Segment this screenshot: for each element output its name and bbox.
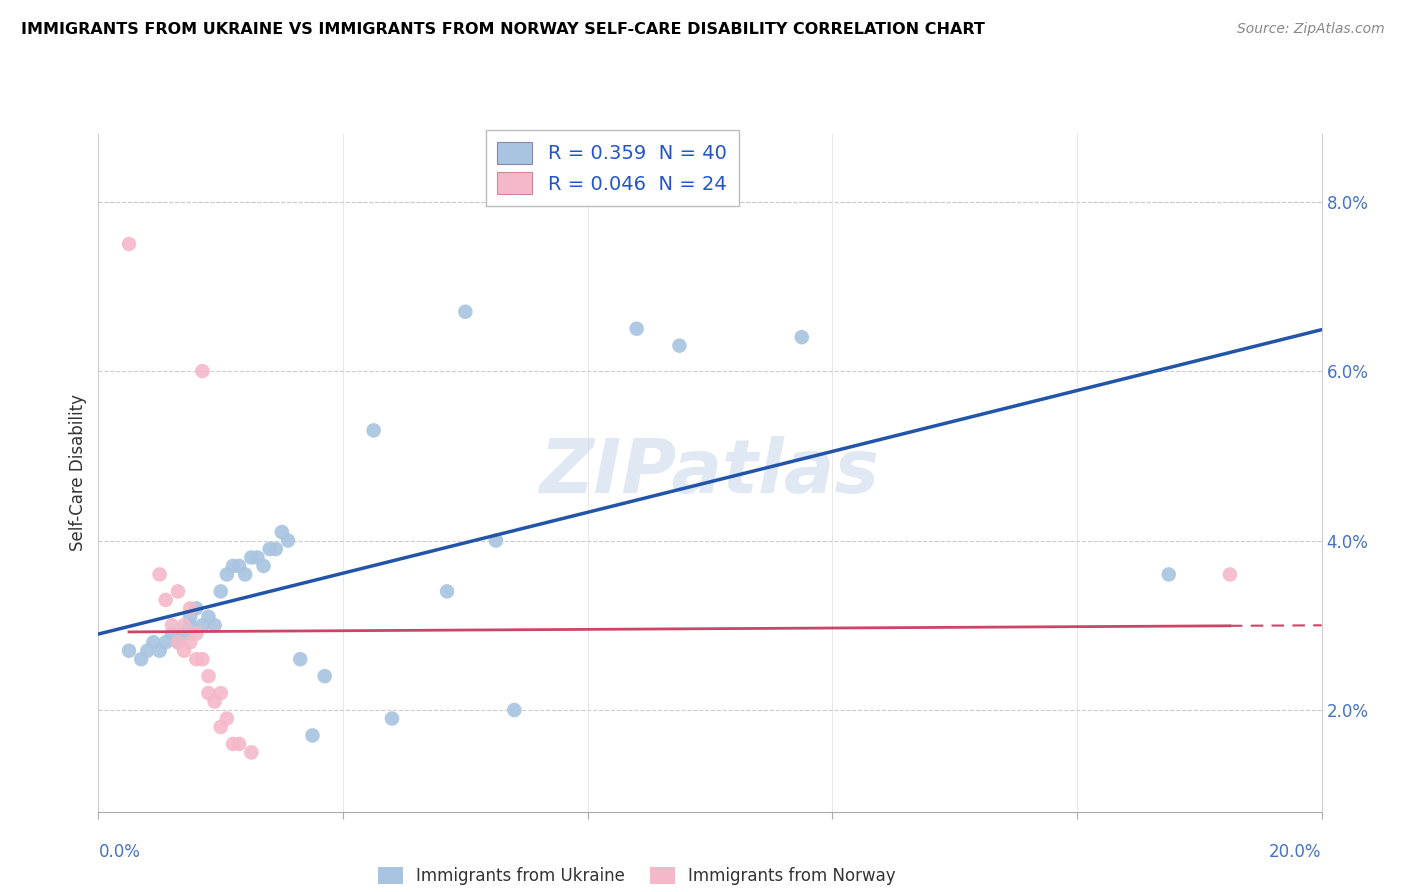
- Point: [228, 558, 250, 574]
- Point: [215, 567, 238, 582]
- Point: [167, 635, 190, 649]
- Point: [155, 592, 177, 607]
- Point: [264, 541, 287, 557]
- Point: [186, 601, 208, 615]
- Text: Source: ZipAtlas.com: Source: ZipAtlas.com: [1237, 22, 1385, 37]
- Point: [209, 686, 232, 700]
- Point: [179, 601, 201, 615]
- Point: [167, 584, 190, 599]
- Point: [149, 567, 172, 582]
- Point: [204, 618, 226, 632]
- Point: [136, 644, 159, 658]
- Point: [246, 550, 269, 565]
- Point: [204, 694, 226, 708]
- Point: [191, 618, 214, 632]
- Point: [197, 669, 219, 683]
- Point: [209, 584, 232, 599]
- Point: [186, 626, 208, 640]
- Point: [160, 626, 183, 640]
- Point: [1219, 567, 1241, 582]
- Point: [129, 652, 152, 666]
- Legend: Immigrants from Ukraine, Immigrants from Norway: Immigrants from Ukraine, Immigrants from…: [371, 860, 903, 891]
- Point: [191, 364, 214, 378]
- Text: 20.0%: 20.0%: [1270, 843, 1322, 861]
- Text: 0.0%: 0.0%: [98, 843, 141, 861]
- Point: [179, 610, 201, 624]
- Point: [668, 339, 690, 353]
- Point: [363, 424, 385, 438]
- Point: [252, 558, 274, 574]
- Point: [228, 737, 250, 751]
- Point: [240, 746, 263, 760]
- Point: [233, 567, 256, 582]
- Point: [215, 712, 238, 726]
- Point: [485, 533, 508, 548]
- Text: IMMIGRANTS FROM UKRAINE VS IMMIGRANTS FROM NORWAY SELF-CARE DISABILITY CORRELATI: IMMIGRANTS FROM UKRAINE VS IMMIGRANTS FR…: [21, 22, 986, 37]
- Point: [209, 720, 232, 734]
- Point: [1157, 567, 1180, 582]
- Point: [314, 669, 336, 683]
- Point: [149, 644, 172, 658]
- Point: [179, 635, 201, 649]
- Point: [270, 524, 292, 539]
- Point: [118, 644, 141, 658]
- Point: [259, 541, 281, 557]
- Y-axis label: Self-Care Disability: Self-Care Disability: [69, 394, 87, 551]
- Point: [436, 584, 458, 599]
- Point: [173, 626, 195, 640]
- Point: [173, 644, 195, 658]
- Point: [381, 712, 404, 726]
- Point: [167, 635, 190, 649]
- Point: [503, 703, 526, 717]
- Point: [173, 618, 195, 632]
- Point: [240, 550, 263, 565]
- Text: ZIPatlas: ZIPatlas: [540, 436, 880, 509]
- Point: [142, 635, 165, 649]
- Point: [222, 558, 245, 574]
- Point: [197, 610, 219, 624]
- Point: [454, 305, 477, 319]
- Point: [186, 652, 208, 666]
- Point: [155, 635, 177, 649]
- Point: [222, 737, 245, 751]
- Point: [118, 237, 141, 252]
- Point: [191, 652, 214, 666]
- Point: [790, 330, 813, 344]
- Point: [160, 618, 183, 632]
- Point: [626, 322, 648, 336]
- Point: [197, 686, 219, 700]
- Point: [301, 728, 323, 742]
- Point: [179, 618, 201, 632]
- Point: [290, 652, 312, 666]
- Point: [277, 533, 299, 548]
